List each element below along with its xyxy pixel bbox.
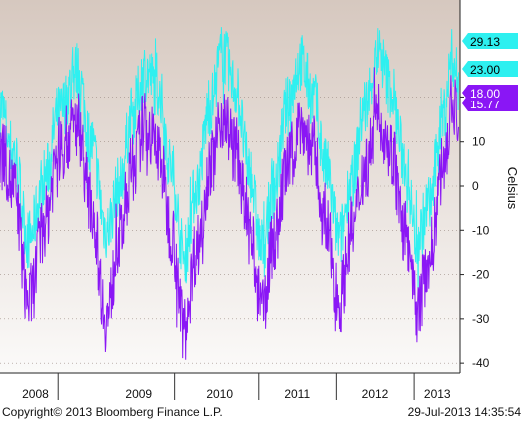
year-label: 2008 [22,387,49,401]
series-line-daily_min [0,67,459,360]
y-tick-label: -10 [472,223,490,237]
value-tag-bg [462,33,518,49]
year-label: 2012 [362,387,389,401]
value-tag-bg [462,85,518,101]
value-tag-label: 18.00 [470,87,500,101]
year-label: 2010 [206,387,233,401]
y-tick-label: -30 [472,312,490,326]
series-area [0,27,459,360]
copyright-text: Copyright© 2013 Bloomberg Finance L.P. [2,405,223,419]
x-axis: 2008 2009 2010 2011 2012 2013 [22,373,451,401]
timestamp-text: 29-Jul-2013 14:35:54 [407,405,521,419]
year-label: 2009 [125,387,152,401]
year-label: 2013 [424,387,451,401]
series-line-daily_max [0,27,459,296]
y-axis-label: Celsius [505,167,520,210]
year-label: 2011 [284,387,310,401]
value-tag: 23.00 [462,61,518,77]
value-tag: 29.13 [462,33,518,49]
value-tag: 18.00 [462,85,518,101]
y-tick-label: 10 [472,135,486,149]
value-tag-label: 23.00 [470,63,500,77]
y-tick-label: -40 [472,356,490,370]
y-tick-label: 0 [472,179,479,193]
value-tag-bg [462,61,518,77]
value-tag-label: 29.13 [470,35,500,49]
y-tick-label: -20 [472,268,490,282]
